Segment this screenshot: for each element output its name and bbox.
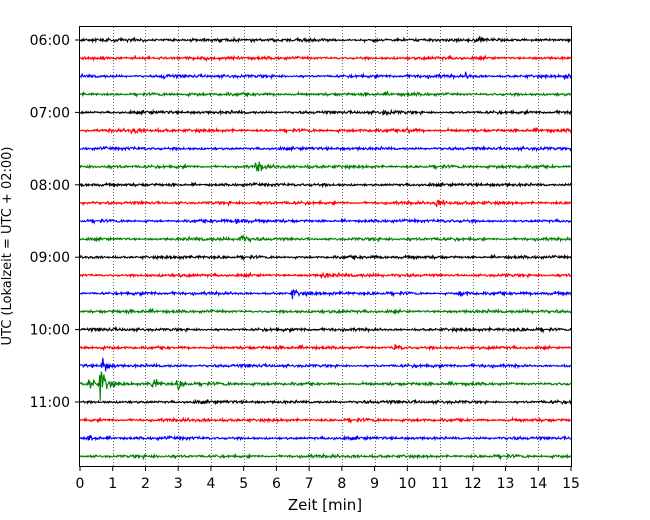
trace-row-1000	[80, 325, 572, 334]
x-tick-label: 2	[141, 476, 150, 492]
trace-row-0645	[79, 90, 572, 98]
trace-row-0630	[79, 71, 572, 81]
trace-row-0800	[79, 181, 572, 189]
x-axis-label: Zeit [min]	[288, 496, 362, 514]
x-tick-label: 12	[464, 476, 482, 492]
trace-row-1015	[79, 343, 572, 352]
x-tick-label: 10	[398, 476, 416, 492]
trace-row-1030	[79, 357, 572, 372]
trace-row-0730	[79, 145, 572, 153]
x-tick-label: 14	[529, 476, 547, 492]
y-tick-label: 10:00	[30, 323, 70, 339]
trace-row-0700	[79, 108, 572, 116]
plot-frame	[79, 26, 572, 467]
trace-row-0830	[79, 217, 572, 225]
x-tick-label: 7	[305, 476, 314, 492]
trace-row-0845	[79, 234, 572, 244]
x-tick-label: 11	[431, 476, 449, 492]
x-tick-label: 0	[76, 476, 85, 492]
trace-row-0915	[79, 271, 572, 280]
trace-row-0600	[79, 35, 572, 44]
vertical-grid	[113, 27, 539, 466]
trace-layer	[79, 35, 572, 461]
x-tick-label: 15	[562, 476, 580, 492]
trace-row-0945	[79, 307, 572, 316]
trace-row-1115	[79, 416, 572, 425]
trace-row-1130	[79, 434, 571, 442]
trace-row-1145	[79, 452, 572, 461]
trace-row-0900	[79, 253, 572, 262]
trace-row-0615	[79, 54, 572, 63]
trace-row-1100	[79, 398, 572, 406]
x-axis-ticks: 0 1 2 3 4 5 6 7 8 9 10 11 12 13 14 15	[76, 466, 580, 492]
trace-row-0815	[79, 199, 572, 208]
x-tick-label: 4	[206, 476, 215, 492]
y-axis-ticks: 06:00 07:00 08:00 09:00 10:00 11:00	[30, 33, 80, 411]
y-tick-label: 06:00	[30, 33, 70, 49]
y-tick-label: 09:00	[30, 250, 70, 266]
x-tick-label: 3	[174, 476, 183, 492]
trace-row-1045	[79, 371, 572, 401]
x-tick-label: 9	[370, 476, 379, 492]
trace-row-0715	[79, 126, 572, 135]
y-tick-label: 11:00	[30, 395, 70, 411]
y-tick-label: 08:00	[30, 178, 70, 194]
x-tick-label: 8	[337, 476, 346, 492]
trace-row-0930	[79, 288, 572, 300]
trace-row-0745	[79, 161, 572, 172]
x-tick-label: 13	[497, 476, 515, 492]
x-tick-label: 5	[239, 476, 248, 492]
x-tick-label: 6	[272, 476, 281, 492]
x-tick-label: 1	[108, 476, 117, 492]
y-axis-label: UTC (Lokalzeit = UTC + 02:00)	[0, 147, 15, 346]
y-tick-label: 07:00	[30, 105, 70, 121]
